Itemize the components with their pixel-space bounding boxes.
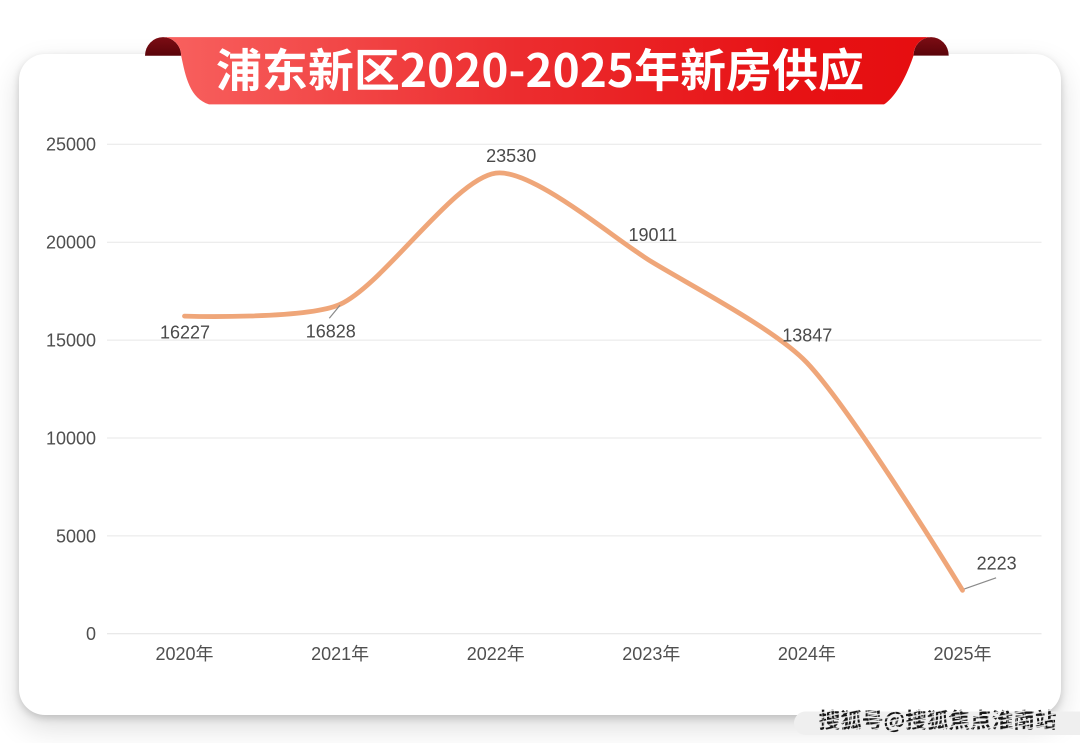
svg-text:0: 0 (86, 624, 96, 644)
svg-text:2021: 2021 (311, 644, 351, 664)
svg-text:2025: 2025 (934, 644, 974, 664)
svg-text:16227: 16227 (160, 323, 210, 343)
svg-text:20000: 20000 (46, 233, 96, 253)
svg-text:23530: 23530 (486, 146, 536, 166)
svg-text:10000: 10000 (46, 428, 96, 448)
svg-text:13847: 13847 (782, 326, 832, 346)
svg-text:16828: 16828 (306, 322, 356, 342)
svg-text:15000: 15000 (46, 331, 96, 351)
svg-text:2022: 2022 (467, 644, 507, 664)
svg-text:5000: 5000 (56, 526, 96, 546)
svg-text:19011: 19011 (628, 225, 677, 245)
svg-text:25000: 25000 (46, 135, 96, 155)
svg-text:2223: 2223 (977, 553, 1017, 573)
svg-text:2024: 2024 (778, 644, 818, 664)
svg-text:2020: 2020 (156, 644, 196, 664)
svg-text:2023: 2023 (622, 644, 662, 664)
